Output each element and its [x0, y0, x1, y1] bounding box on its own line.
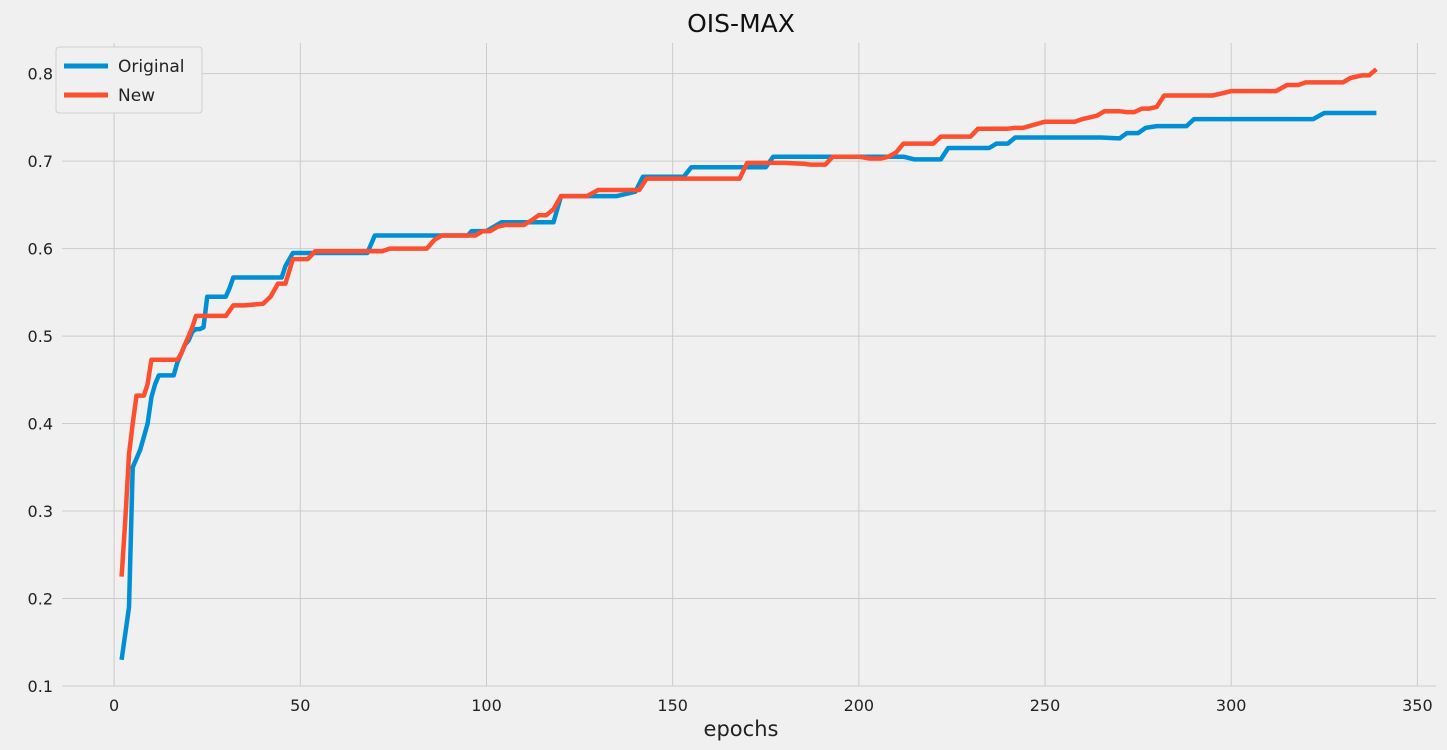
chart-title: OIS-MAX — [687, 9, 795, 38]
x-tick-label: 0 — [109, 696, 119, 715]
legend: Original New — [55, 46, 203, 114]
x-tick-label: 250 — [1030, 696, 1061, 715]
x-tick-labels: 0 50 100 150 200 250 300 350 — [109, 696, 1433, 715]
y-tick-label: 0.3 — [28, 502, 53, 521]
legend-label-original: Original — [118, 57, 185, 77]
y-tick-label: 0.6 — [28, 240, 53, 259]
x-tick-label: 300 — [1216, 696, 1247, 715]
y-tick-label: 0.2 — [28, 590, 53, 609]
y-tick-label: 0.5 — [28, 327, 53, 346]
y-tick-label: 0.1 — [28, 677, 53, 696]
y-tick-label: 0.7 — [28, 152, 53, 171]
x-tick-label: 200 — [844, 696, 875, 715]
x-axis-label: epochs — [704, 717, 779, 741]
x-tick-label: 100 — [471, 696, 502, 715]
y-tick-label: 0.8 — [28, 65, 53, 84]
y-tick-labels: 0.1 0.2 0.3 0.4 0.5 0.6 0.7 0.8 — [28, 65, 53, 696]
x-tick-label: 50 — [290, 696, 310, 715]
x-tick-label: 150 — [657, 696, 688, 715]
series-line-new — [119, 67, 1378, 577]
series-layer — [119, 67, 1378, 661]
x-tick-label: 350 — [1402, 696, 1433, 715]
y-tick-label: 0.4 — [28, 415, 53, 434]
grid — [62, 43, 1436, 687]
legend-label-new: New — [118, 86, 155, 106]
